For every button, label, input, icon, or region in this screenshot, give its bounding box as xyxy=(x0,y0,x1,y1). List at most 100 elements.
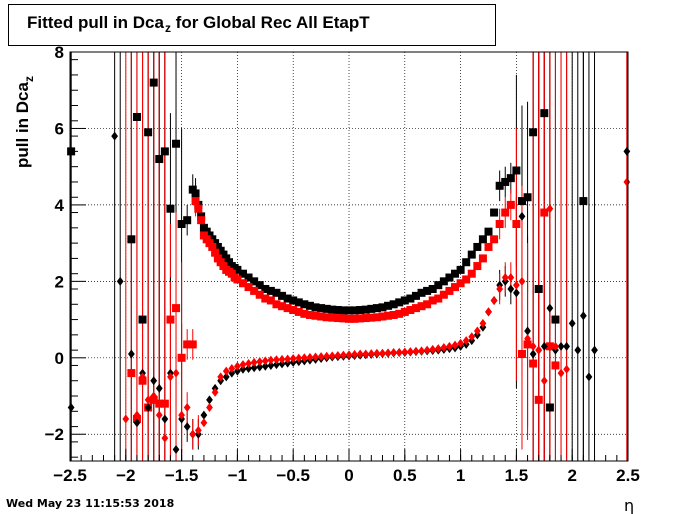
diamond-marker xyxy=(128,368,135,378)
square-marker xyxy=(428,284,437,293)
square-marker xyxy=(400,296,409,305)
square-marker xyxy=(197,216,206,225)
square-marker xyxy=(467,269,476,278)
diamond-marker xyxy=(585,372,593,382)
square-marker xyxy=(166,204,175,213)
tick-labels: −2.5 −2 −1.5 −1 −0.5 0 0.5 1 1.5 2 2.5 −2 0 2 4 6 8 xyxy=(45,43,640,485)
diamond-marker xyxy=(234,361,241,371)
diamond-marker xyxy=(367,349,375,359)
x-tick-label: −2 xyxy=(116,466,135,485)
square-marker xyxy=(545,342,554,351)
diamond-marker xyxy=(340,350,347,360)
square-marker xyxy=(462,258,471,267)
diamond-marker xyxy=(513,280,520,290)
diamond-marker xyxy=(513,288,520,298)
square-marker xyxy=(467,250,476,259)
square-marker xyxy=(451,269,460,278)
x-tick-label: 0 xyxy=(344,466,353,485)
square-marker xyxy=(166,315,175,324)
square-marker xyxy=(417,288,426,297)
square-marker xyxy=(328,313,337,322)
square-marker xyxy=(384,301,393,310)
diamond-marker xyxy=(434,344,442,354)
chart-title-subscript: z xyxy=(164,21,171,35)
square-marker xyxy=(317,304,326,313)
square-marker xyxy=(278,302,287,311)
square-marker xyxy=(350,314,359,323)
diamond-marker xyxy=(362,349,370,359)
square-marker xyxy=(462,275,471,284)
square-marker xyxy=(439,290,448,299)
square-marker xyxy=(266,286,275,295)
diamond-marker xyxy=(323,351,331,361)
square-marker xyxy=(183,216,192,225)
square-marker xyxy=(523,193,532,202)
diamond-marker xyxy=(228,368,236,378)
square-marker xyxy=(501,177,510,186)
y-tick-label: 6 xyxy=(55,119,64,138)
diamond-marker xyxy=(557,341,565,351)
diamond-marker xyxy=(155,410,163,420)
square-marker xyxy=(473,262,482,271)
diamond-marker xyxy=(178,410,185,420)
diamond-marker xyxy=(172,445,180,455)
diamond-marker xyxy=(568,318,576,328)
diamond-marker xyxy=(479,318,487,328)
diamond-marker xyxy=(423,345,431,355)
square-marker xyxy=(317,312,326,321)
diamond-marker xyxy=(501,273,509,283)
square-marker xyxy=(445,273,454,282)
square-marker xyxy=(389,300,398,309)
square-marker xyxy=(289,306,298,315)
diamond-marker xyxy=(518,211,526,221)
square-marker xyxy=(160,399,169,408)
diamond-marker xyxy=(183,402,191,412)
diamond-marker xyxy=(133,418,141,428)
diamond-marker xyxy=(228,363,236,373)
diamond-marker xyxy=(239,360,247,370)
square-marker xyxy=(305,301,314,310)
diamond-marker xyxy=(278,359,286,369)
square-marker xyxy=(484,227,493,236)
diamond-marker xyxy=(546,303,554,313)
square-marker xyxy=(305,310,314,319)
diamond-marker xyxy=(284,354,291,364)
diamond-marker xyxy=(128,349,135,359)
diamond-marker xyxy=(222,366,230,376)
diamond-marker xyxy=(490,295,498,305)
diamond-marker xyxy=(462,336,470,346)
diamond-marker xyxy=(289,354,297,364)
square-marker xyxy=(372,304,381,313)
square-marker xyxy=(255,281,264,290)
square-marker xyxy=(191,189,200,198)
square-marker xyxy=(233,265,242,274)
square-marker xyxy=(501,208,510,217)
square-marker xyxy=(529,128,538,137)
timestamp-footer: Wed May 23 11:15:53 2018 xyxy=(6,497,175,510)
chart-title-rest: for Global Rec All EtapT xyxy=(170,13,370,32)
diamond-marker xyxy=(295,353,303,363)
diamond-marker xyxy=(529,349,537,359)
square-marker xyxy=(345,306,353,315)
diamond-marker xyxy=(139,372,146,382)
diamond-marker xyxy=(418,346,425,356)
square-marker xyxy=(517,349,526,358)
x-tick-label: 2 xyxy=(567,466,576,485)
square-marker xyxy=(300,300,309,309)
x-axis-label: η xyxy=(624,496,634,514)
diamond-marker xyxy=(150,376,158,386)
diamond-marker xyxy=(540,341,548,351)
diamond-marker xyxy=(217,372,225,382)
square-marker xyxy=(191,197,200,206)
square-marker xyxy=(194,204,203,213)
diamond-marker xyxy=(256,357,264,367)
square-marker xyxy=(434,281,443,290)
diamond-marker xyxy=(172,368,180,378)
square-marker xyxy=(395,298,404,307)
chart-title: Fitted pull in Dcaz for Global Rec All E… xyxy=(27,13,370,35)
square-marker xyxy=(333,314,342,323)
square-marker xyxy=(473,242,482,251)
square-marker xyxy=(177,220,186,229)
square-marker xyxy=(529,359,538,368)
